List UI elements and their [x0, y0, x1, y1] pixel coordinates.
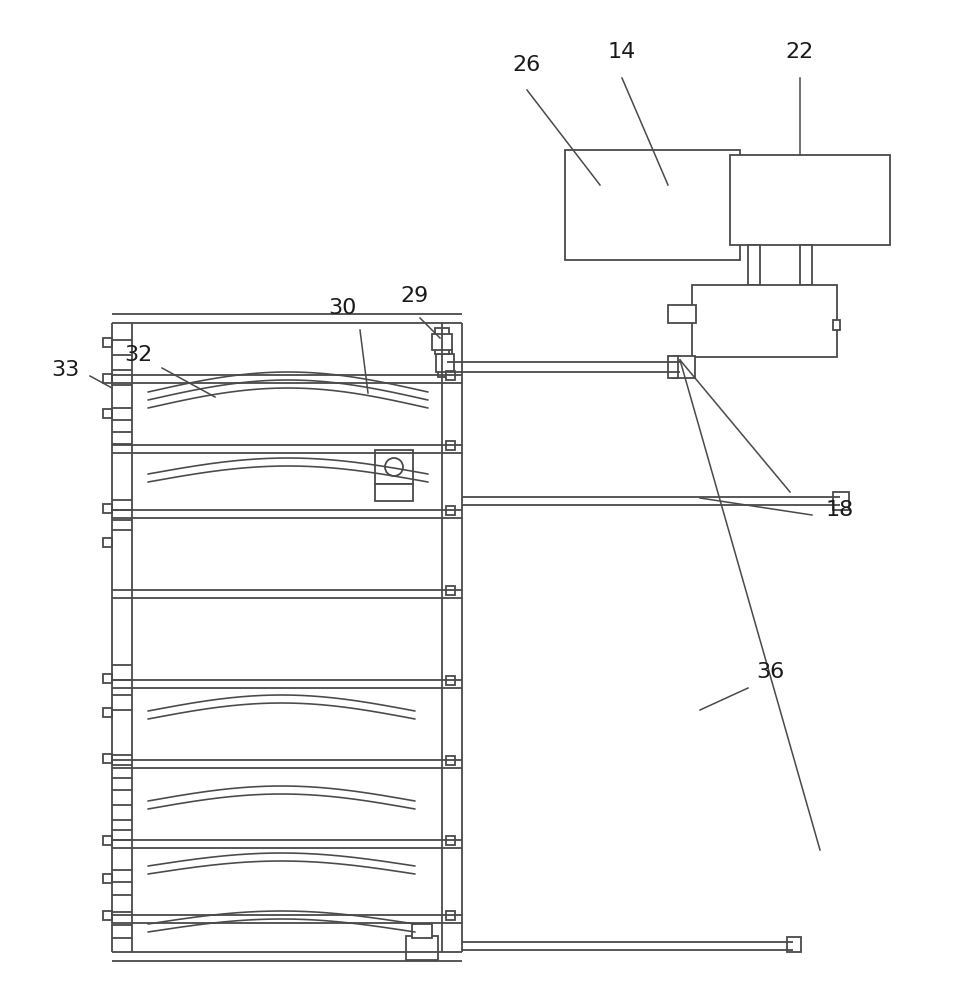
Bar — [446, 506, 455, 515]
Bar — [434, 328, 449, 354]
Bar — [786, 937, 801, 952]
Bar — [667, 356, 678, 378]
Bar — [446, 441, 455, 450]
Bar — [435, 354, 454, 372]
Bar — [748, 245, 759, 285]
Bar — [103, 874, 111, 883]
Text: 26: 26 — [512, 55, 540, 75]
Bar — [375, 484, 412, 501]
Bar — [832, 320, 839, 330]
Text: 30: 30 — [328, 298, 356, 318]
Bar — [446, 911, 455, 920]
Bar — [667, 305, 695, 323]
Text: 36: 36 — [755, 662, 783, 682]
Bar — [103, 836, 111, 845]
Bar — [446, 836, 455, 845]
Bar — [431, 334, 452, 350]
Bar — [411, 924, 431, 938]
Bar — [103, 911, 111, 920]
Bar — [564, 150, 739, 260]
Text: 33: 33 — [51, 360, 79, 380]
Bar — [729, 155, 889, 245]
Bar — [832, 492, 849, 510]
Bar — [446, 371, 455, 380]
Bar — [103, 338, 111, 347]
Bar — [103, 374, 111, 383]
Text: 14: 14 — [607, 42, 635, 62]
Bar — [446, 756, 455, 765]
Bar — [103, 538, 111, 547]
Bar — [103, 754, 111, 763]
Text: 18: 18 — [825, 500, 853, 520]
Text: 32: 32 — [124, 345, 152, 365]
Bar — [103, 674, 111, 683]
Bar — [103, 708, 111, 717]
Bar — [437, 349, 452, 377]
Text: 29: 29 — [401, 286, 429, 306]
Bar — [673, 356, 694, 378]
Bar — [691, 285, 836, 357]
Bar — [103, 504, 111, 513]
Bar — [375, 450, 412, 484]
Bar — [103, 409, 111, 418]
Text: 22: 22 — [785, 42, 813, 62]
Bar — [446, 586, 455, 595]
Bar — [406, 936, 437, 960]
Bar — [800, 245, 811, 285]
Bar — [446, 676, 455, 685]
